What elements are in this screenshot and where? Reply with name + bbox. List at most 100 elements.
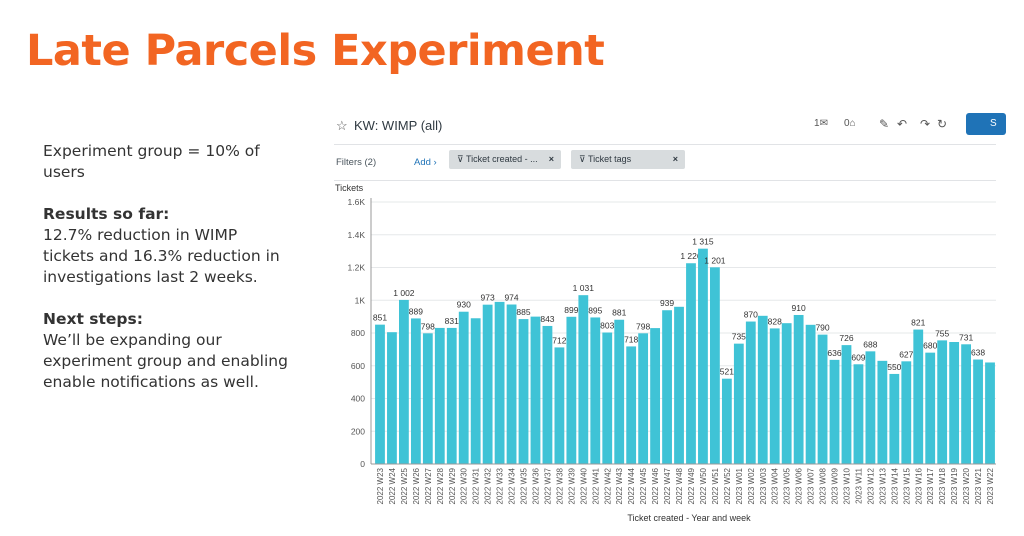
bar	[542, 325, 553, 464]
x-tick-label: 2023 W17	[926, 467, 935, 504]
x-tick-label: 2022 W36	[531, 467, 540, 504]
data-label: 939	[660, 298, 674, 308]
x-tick-label: 2022 W48	[675, 467, 684, 504]
slide-notes: Experiment group = 10% of users Results …	[43, 141, 293, 414]
x-tick-label: 2023 W07	[807, 467, 816, 504]
experiment-group-text: Experiment group = 10% of users	[43, 142, 260, 181]
bar	[638, 333, 649, 464]
bar	[578, 295, 589, 464]
x-tick-label: 2023 W01	[735, 467, 744, 504]
y-tick-label: 0	[360, 459, 365, 469]
data-label: 609	[851, 352, 865, 362]
bar	[709, 267, 720, 464]
x-tick-label: 2022 W39	[567, 467, 576, 504]
x-tick-label: 2022 W43	[615, 467, 624, 504]
x-tick-label: 2022 W46	[651, 467, 660, 504]
data-label: 627	[899, 349, 913, 359]
x-tick-label: 2023 W22	[986, 467, 995, 504]
bar	[470, 318, 481, 464]
x-tick-label: 2023 W20	[962, 467, 971, 504]
data-label: 885	[516, 307, 530, 317]
bar	[853, 364, 864, 464]
data-label: 1 226	[680, 251, 702, 261]
bar	[662, 310, 672, 464]
data-label: 798	[421, 321, 435, 331]
data-label: 680	[923, 341, 937, 351]
x-tick-label: 2022 W51	[711, 467, 720, 504]
save-button[interactable]: S	[966, 113, 1006, 135]
y-tick-label: 800	[351, 328, 365, 338]
data-label: 930	[457, 300, 471, 310]
x-axis-title: Ticket created - Year and week	[627, 513, 751, 523]
data-label: 735	[732, 332, 746, 342]
bar	[566, 316, 577, 464]
bar	[590, 317, 601, 464]
data-label: 1 002	[393, 288, 415, 298]
undo-icon[interactable]: ↶	[897, 117, 908, 131]
data-label: 889	[409, 306, 423, 316]
x-tick-label: 2023 W21	[974, 467, 983, 504]
data-label: 828	[768, 316, 782, 326]
bar	[889, 373, 900, 464]
y-tick-label: 1.2K	[348, 263, 366, 273]
bar	[769, 328, 780, 464]
x-tick-label: 2023 W03	[759, 467, 768, 504]
redo-icon[interactable]: ↷	[920, 117, 931, 131]
data-label: 550	[887, 362, 901, 372]
filter-chip-ticket-created[interactable]: ⊽ Ticket created - ... ×	[449, 150, 561, 169]
y-tick-label: 1K	[355, 295, 366, 305]
data-label: 910	[792, 303, 806, 313]
add-filter-link[interactable]: Add ›	[414, 157, 437, 168]
x-tick-label: 2023 W06	[795, 467, 804, 504]
data-label: 1 201	[704, 255, 726, 265]
report-title: KW: WIMP (all)	[354, 118, 443, 133]
slide-title: Late Parcels Experiment	[26, 26, 605, 76]
y-axis-title: Tickets	[335, 183, 364, 193]
x-tick-label: 2023 W04	[771, 467, 780, 504]
data-label: 881	[612, 308, 626, 318]
close-icon[interactable]: ×	[672, 154, 678, 164]
x-tick-label: 2023 W02	[747, 467, 756, 504]
x-tick-label: 2023 W15	[902, 467, 911, 504]
tags-count[interactable]: 0⌂	[844, 118, 856, 129]
bar	[686, 263, 696, 464]
bar	[973, 359, 983, 464]
data-label: 870	[744, 310, 758, 320]
edit-icon[interactable]: ✎	[879, 117, 890, 131]
x-tick-label: 2022 W35	[520, 467, 529, 504]
x-tick-label: 2022 W40	[579, 467, 588, 504]
bar	[961, 344, 972, 464]
bar	[877, 360, 888, 464]
data-label: 638	[971, 348, 985, 358]
bar	[446, 327, 457, 464]
data-label: 521	[720, 367, 734, 377]
bar	[913, 329, 924, 464]
star-icon[interactable]: ☆	[336, 118, 348, 133]
filter-chip-ticket-tags[interactable]: ⊽ Ticket tags ×	[571, 150, 685, 169]
report-toolbar: ☆ KW: WIMP (all) 1✉ 0⌂ ✎ ↶ ↷ ↻ S	[334, 104, 1006, 145]
refresh-icon[interactable]: ↻	[937, 117, 948, 131]
data-label: 851	[373, 313, 387, 323]
data-label: 688	[863, 339, 877, 349]
x-tick-label: 2023 W18	[938, 467, 947, 504]
x-tick-label: 2022 W27	[424, 467, 433, 504]
x-tick-label: 2022 W33	[496, 467, 505, 504]
bar	[494, 301, 505, 464]
y-tick-label: 200	[351, 426, 365, 436]
bar	[937, 340, 948, 464]
data-label: 726	[839, 333, 853, 343]
close-icon[interactable]: ×	[548, 154, 554, 164]
bar	[518, 319, 529, 464]
comments-count[interactable]: 1✉	[814, 118, 828, 129]
bar	[602, 332, 613, 464]
data-label: 831	[445, 316, 459, 326]
bar	[674, 306, 684, 464]
data-label: 895	[588, 305, 602, 315]
x-tick-label: 2023 W13	[878, 467, 887, 504]
x-tick-label: 2022 W41	[591, 467, 600, 504]
x-tick-label: 2022 W50	[699, 467, 708, 504]
report-panel: ☆ KW: WIMP (all) 1✉ 0⌂ ✎ ↶ ↷ ↻ S Filters…	[334, 104, 1006, 536]
bar	[614, 319, 625, 464]
x-tick-label: 2022 W26	[412, 467, 421, 504]
x-tick-label: 2023 W14	[890, 467, 899, 504]
